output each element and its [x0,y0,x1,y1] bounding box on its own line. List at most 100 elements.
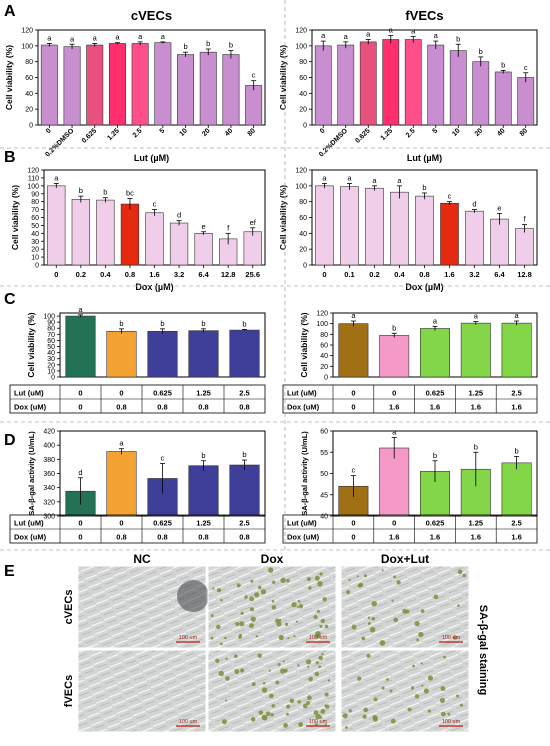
stained-cell [297,664,300,667]
table-cell: 0.8 [116,403,126,412]
significance-letter: a [397,176,402,185]
x-tick-label: 6.4 [198,270,209,279]
stained-cell [271,605,277,610]
significance-letter: a [434,31,439,40]
y-axis-label: Cell viability (%) [26,312,36,377]
significance-letter: f [227,223,230,232]
y-tick-label: 0 [303,263,307,270]
y-tick-label: 60 [299,75,307,82]
y-tick-label: 40 [299,231,307,238]
significance-letter: b [229,41,233,50]
scale-bar-label: 100 um [179,635,198,641]
scale-bar-label: 100 um [309,719,328,725]
stained-cell [212,587,215,590]
scale-bar-label: 100 um [442,635,461,641]
stained-cell [316,609,321,613]
significance-letter: b [474,442,478,451]
panel-label-a: A [4,3,16,20]
table-cell: 0 [78,389,82,398]
table-cell: 1.6 [389,403,399,412]
stained-cell [447,712,451,716]
stained-cell [216,624,221,630]
y-tick-label: 60 [47,338,55,345]
stained-cell [427,709,431,713]
significance-letter: d [177,211,181,220]
significance-letter: d [78,468,82,477]
significance-letter: a [389,26,394,35]
stained-cell [342,713,348,719]
stained-cell [262,681,266,685]
table-cell: 0.8 [157,533,167,542]
significance-letter: b [433,451,437,460]
y-tick-label: 400 [43,443,55,450]
table-cell: 0 [78,519,82,528]
y-tick-label: 80 [47,326,55,333]
y-tick-label: 0 [35,263,39,270]
bar [243,231,262,266]
table-cell: 0.8 [157,403,167,412]
significance-letter: b [392,323,396,332]
x-tick-label: 0 [322,270,326,279]
y-axis-label: SA-β-gal activity (U/mL) [27,431,36,516]
significance-letter: b [201,451,205,460]
stained-cell [283,668,288,673]
stained-cell [268,669,271,672]
significance-letter: b [242,450,246,459]
stained-cell [250,616,256,622]
x-tick-label: 40 [496,127,507,138]
x-tick-label: 20 [201,127,212,138]
table-cell: 1.25 [468,519,483,528]
table-cell: 1.6 [389,533,399,542]
significance-letter: a [119,439,124,448]
table-cell: 0 [351,519,355,528]
significance-letter: a [351,311,356,320]
stained-cell [324,723,327,726]
micrograph-row-label: fVECs [63,675,75,707]
y-tick-label: 60 [320,343,328,350]
stained-cell [369,627,376,633]
stained-cell [314,671,320,677]
scale-bar-label: 100 um [179,719,198,725]
stained-cell [217,588,222,593]
bar [365,187,384,266]
y-axis-label: SA-β-gal activity (U/mL) [300,431,309,516]
stained-cell [306,700,311,706]
significance-letter: a [47,33,52,42]
x-tick-label: 2.5 [132,127,144,139]
bar [120,203,140,266]
y-tick-label: 10 [31,255,39,262]
table-cell: 0 [78,533,82,542]
table-cell: 0 [351,403,355,412]
y-tick-label: 20 [299,107,307,114]
bar [517,77,535,126]
stained-cell [381,569,384,572]
stained-cell [418,631,424,638]
x-tick-label: 0.8 [125,270,135,279]
table-cell: 0 [351,389,355,398]
y-tick-label: 30 [31,239,39,246]
panel-label-e: E [4,563,15,580]
stained-cell [297,599,301,603]
micrograph-row-label: cVECs [63,590,75,625]
stained-cell [298,603,304,609]
stained-cell [261,687,268,693]
significance-letter: bc [126,189,134,198]
stained-cell [433,594,439,600]
significance-letter: a [411,26,416,35]
x-tick-label: 20 [474,127,485,138]
y-tick-label: 120 [295,168,307,175]
stained-cell [271,599,275,603]
stained-cell [283,723,288,728]
y-tick-label: 90 [31,191,39,198]
bar [427,44,445,126]
significance-letter: a [138,32,143,41]
significance-letter: f [523,215,526,224]
significance-letter: a [70,34,75,43]
bar [415,195,434,266]
bar [340,186,359,266]
x-tick-label: 2.5 [405,127,417,139]
chart-c-fvecs: 0 20 40 60 80 100 120 Cell viability (%) a b a a a Lu… [282,311,538,414]
bar [106,451,137,517]
